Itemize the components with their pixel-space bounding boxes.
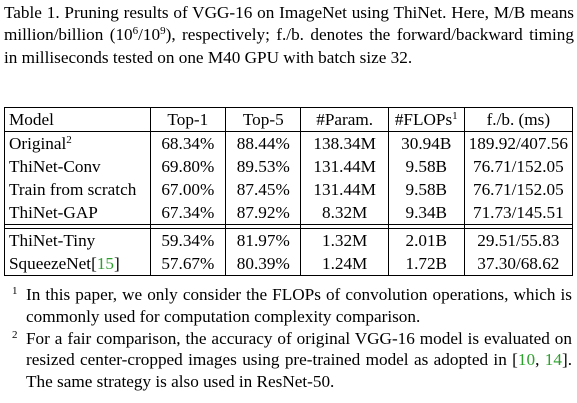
footnote-2: 2 For a fair comparison, the accuracy of…	[6, 328, 572, 393]
caption-text-suffix: ), respectively; f./b. denotes the forwa…	[4, 25, 574, 67]
cell-model: ThiNet-GAP	[4, 201, 151, 225]
header-params: #Param.	[300, 107, 389, 132]
footnote-mark: 2	[12, 328, 18, 341]
header-top1: Top-1	[149, 107, 227, 132]
results-table: Model Top-1 Top-5 #Param. #FLOPs1 f./b. …	[4, 107, 574, 276]
cell-timing: 76.71/152.05	[463, 155, 574, 178]
cell-timing: 29.51/55.83	[463, 228, 574, 252]
cell-timing: 189.92/407.56	[463, 131, 574, 155]
table-row: ThiNet-Tiny 59.34% 81.97% 1.32M 2.01B 29…	[4, 228, 574, 252]
citation-link[interactable]: 10	[517, 350, 536, 370]
footnotes: 1 In this paper, we only consider the FL…	[6, 284, 572, 393]
caption-slash: /10	[138, 25, 161, 45]
cell-params: 138.34M	[300, 131, 389, 155]
citation-link[interactable]: 15	[96, 253, 114, 273]
cell-model: ThiNet-Conv	[4, 155, 151, 178]
cell-flops: 30.94B	[387, 131, 465, 155]
header-flops: #FLOPs1	[387, 107, 465, 132]
cell-top1: 67.00%	[149, 178, 227, 201]
table-row: Train from scratch 67.00% 87.45% 131.44M…	[4, 178, 574, 201]
cell-timing: 71.73/145.51	[463, 201, 574, 225]
footnote-ref-1: 1	[452, 109, 458, 122]
footnote-1: 1 In this paper, we only consider the FL…	[6, 284, 572, 328]
cell-top5: 89.53%	[225, 155, 302, 178]
footnote-mark: 1	[12, 285, 18, 297]
cell-top5: 81.97%	[225, 228, 302, 252]
footnote-text: For a fair comparison, the accuracy of o…	[26, 328, 573, 392]
cell-params: 1.32M	[300, 228, 389, 252]
table-row: Original2 68.34% 88.44% 138.34M 30.94B 1…	[4, 131, 574, 155]
cell-flops: 1.72B	[387, 252, 465, 276]
header-top5: Top-5	[225, 107, 302, 132]
caption-exponent-billion: 9	[160, 25, 166, 38]
cell-top5: 87.92%	[225, 201, 302, 225]
cell-params: 8.32M	[300, 201, 389, 225]
cell-model: SqueezeNet[15]	[4, 252, 151, 276]
citation-link[interactable]: 14	[544, 350, 562, 370]
cell-flops: 2.01B	[387, 228, 465, 252]
header-model: Model	[4, 107, 151, 132]
footnote-ref-2: 2	[66, 133, 72, 146]
table-header-row: Model Top-1 Top-5 #Param. #FLOPs1 f./b. …	[4, 107, 574, 132]
cell-timing: 76.71/152.05	[463, 178, 574, 201]
cell-top1: 57.67%	[149, 252, 227, 276]
cell-top5: 88.44%	[225, 131, 302, 155]
header-timing: f./b. (ms)	[463, 107, 574, 132]
cell-params: 131.44M	[300, 155, 389, 178]
table-group-separator	[4, 224, 574, 229]
footnote-text: In this paper, we only consider the FLOP…	[26, 285, 572, 326]
table-row: ThiNet-GAP 67.34% 87.92% 8.32M 9.34B 71.…	[4, 201, 574, 225]
cell-flops: 9.34B	[387, 201, 465, 225]
cell-model: ThiNet-Tiny	[4, 228, 151, 252]
cell-params: 1.24M	[300, 252, 389, 276]
table-row: SqueezeNet[15] 57.67% 80.39% 1.24M 1.72B…	[4, 252, 574, 276]
cell-model: Original2	[4, 131, 151, 155]
caption-text-prefix: Table 1. Pruning results of VGG-16 on Im…	[4, 3, 574, 45]
table-row: ThiNet-Conv 69.80% 89.53% 131.44M 9.58B …	[4, 155, 574, 178]
cell-top1: 69.80%	[149, 155, 227, 178]
cell-flops: 9.58B	[387, 178, 465, 201]
cell-top1: 68.34%	[149, 131, 227, 155]
header-flops-label: #FLOPs	[394, 109, 453, 129]
cell-top5: 87.45%	[225, 178, 302, 201]
cell-top1: 67.34%	[149, 201, 227, 225]
caption-exponent-million: 6	[132, 25, 139, 38]
cell-top5: 80.39%	[225, 252, 302, 276]
cell-model: Train from scratch	[4, 178, 151, 201]
table-caption: Table 1. Pruning results of VGG-16 on Im…	[4, 2, 574, 69]
cell-timing: 37.30/68.62	[463, 252, 574, 276]
cell-params: 131.44M	[300, 178, 389, 201]
cell-top1: 59.34%	[149, 228, 227, 252]
cell-flops: 9.58B	[387, 155, 465, 178]
